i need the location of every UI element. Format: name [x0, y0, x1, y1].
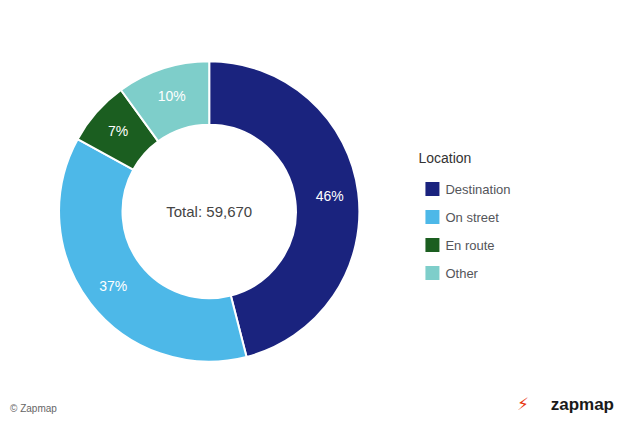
svg-text:37%: 37%	[99, 278, 127, 294]
svg-text:Destination: Destination	[445, 182, 510, 197]
svg-text:7%: 7%	[108, 123, 128, 139]
svg-text:En route: En route	[445, 238, 494, 253]
svg-text:10%: 10%	[158, 88, 186, 104]
svg-text:Total: 59,670: Total: 59,670	[166, 203, 252, 220]
svg-text:Location: Location	[418, 150, 471, 166]
svg-text:© Zapmap: © Zapmap	[10, 403, 57, 414]
svg-text:On street: On street	[445, 210, 499, 225]
svg-text:zapmap: zapmap	[551, 395, 614, 414]
svg-text:Other: Other	[445, 266, 478, 281]
svg-text:⚡: ⚡	[517, 395, 529, 414]
svg-text:46%: 46%	[316, 188, 344, 204]
